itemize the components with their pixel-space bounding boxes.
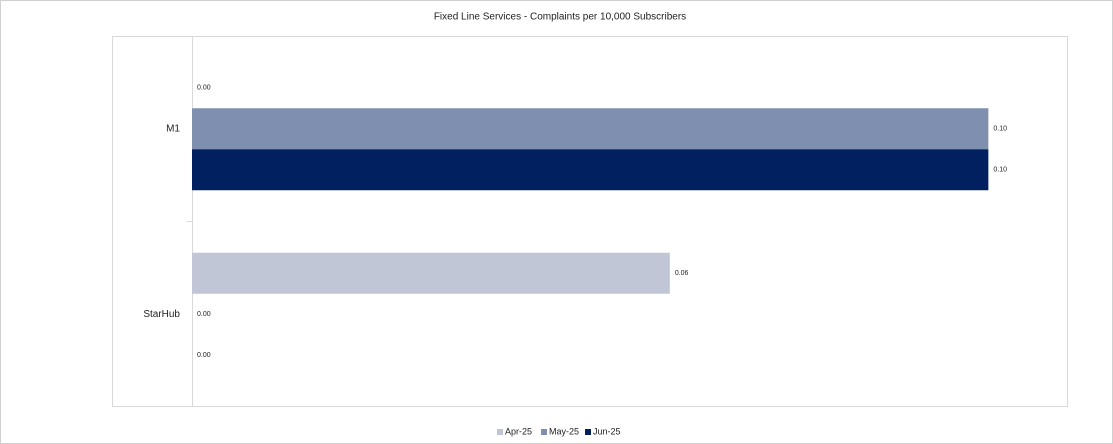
legend-swatch [497,429,503,435]
value-label: 0.10 [993,167,1007,174]
value-label: 0.00 [197,311,211,318]
value-label: 0.00 [197,352,211,359]
chart-title: Fixed Line Services - Complaints per 10,… [434,12,686,23]
legend-swatch [541,429,547,435]
value-label: 0.00 [197,85,211,92]
bar [192,252,670,294]
bar [192,108,989,150]
legend-swatch [585,429,591,435]
bar [192,149,989,191]
y-tick-label: M1 [166,123,180,134]
legend-label: Apr-25 [505,426,532,436]
plot-border [112,36,1068,407]
y-tick-label: StarHub [143,309,180,320]
legend-label: May-25 [549,426,579,436]
value-label: 0.10 [993,126,1007,133]
legend-label: Jun-25 [593,426,621,436]
value-label: 0.06 [675,270,689,277]
